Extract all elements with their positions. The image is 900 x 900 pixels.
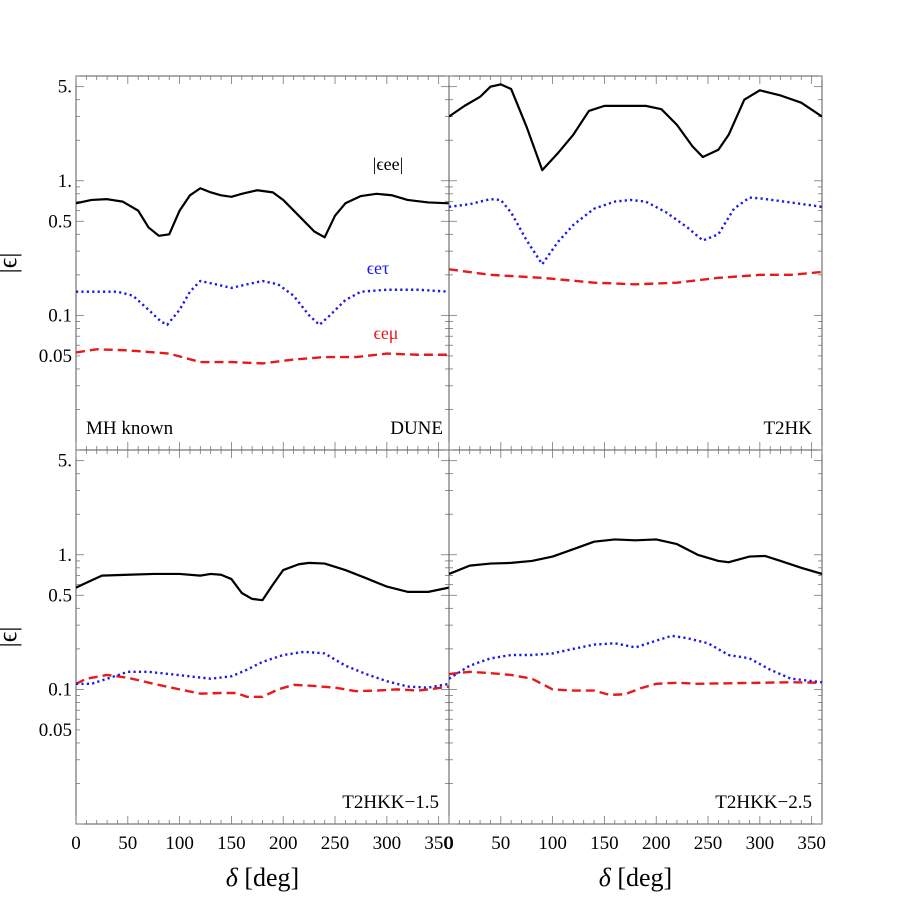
panel-t2hkk25: T2HKK−2.5 <box>448 449 823 825</box>
x-tick-label: 100 <box>538 833 567 854</box>
series-line-ee <box>449 83 822 172</box>
x-tick-label: 250 <box>694 833 723 854</box>
panel-frame <box>448 449 823 825</box>
series-line-em <box>449 670 822 697</box>
y-tick-label: 0.5 <box>48 211 72 232</box>
series-line-ee <box>76 561 449 602</box>
series-line-ee <box>76 187 449 239</box>
panel-frame <box>75 449 450 825</box>
x-tick-label: 300 <box>373 833 402 854</box>
x-tick-label: 0 <box>444 833 454 854</box>
panel-frame <box>448 75 823 451</box>
x-axis-title: δ [deg] <box>599 863 672 892</box>
panel-t2hk: T2HK <box>448 75 823 451</box>
series-line-em <box>449 268 822 286</box>
y-tick-label: 5. <box>58 451 72 472</box>
y-tick-label: 5. <box>58 77 72 98</box>
y-tick-label: 1. <box>58 171 72 192</box>
series-line-em <box>76 348 449 365</box>
series-line-et <box>449 196 822 266</box>
y-axis-title: |ϵ| <box>0 627 22 648</box>
x-tick-label: 50 <box>118 833 137 854</box>
x-tick-label: 250 <box>321 833 350 854</box>
panel-dune: MH known DUNE |ϵee| ϵeτ ϵeμ <box>75 75 450 451</box>
y-tick-label: 0.05 <box>39 346 72 367</box>
y-axis-title: |ϵ| <box>0 253 22 274</box>
series-line-ee <box>449 538 822 576</box>
x-tick-label: 150 <box>217 833 246 854</box>
series-line-em <box>76 673 449 699</box>
series-label-et: ϵeτ <box>367 258 390 278</box>
x-tick-label: 300 <box>746 833 775 854</box>
panel-label: T2HK <box>763 418 812 439</box>
y-tick-label: 0.5 <box>48 585 72 606</box>
x-tick-label: 200 <box>642 833 671 854</box>
series-line-et <box>76 650 449 689</box>
x-tick-label: 350 <box>424 833 453 854</box>
panel-label: T2HKK−2.5 <box>715 792 812 813</box>
series-label-em: ϵeμ <box>374 323 399 343</box>
x-tick-label: 150 <box>590 833 619 854</box>
series-line-et <box>76 279 449 327</box>
x-tick-label: 0 <box>71 833 81 854</box>
x-tick-label: 50 <box>491 833 510 854</box>
y-tick-label: 0.1 <box>48 305 72 326</box>
panel-frame <box>75 75 450 451</box>
y-tick-label: 0.1 <box>48 679 72 700</box>
x-tick-label: 100 <box>165 833 194 854</box>
series-label-ee: |ϵee| <box>373 154 403 174</box>
y-tick-label: 0.05 <box>39 720 72 741</box>
y-tick-label: 1. <box>58 545 72 566</box>
axes-text: 0 50 100 150 200 250 300 350 δ [deg] 0 50 100 150 200… <box>0 77 826 892</box>
panel-label: MH known <box>86 418 174 439</box>
panel-t2hkk15: T2HKK−1.5 <box>75 449 450 825</box>
panel-label: T2HKK−1.5 <box>342 792 439 813</box>
x-tick-label: 350 <box>797 833 826 854</box>
panel-label: DUNE <box>390 418 443 439</box>
x-axis-title: δ [deg] <box>226 863 299 892</box>
x-tick-label: 200 <box>269 833 298 854</box>
